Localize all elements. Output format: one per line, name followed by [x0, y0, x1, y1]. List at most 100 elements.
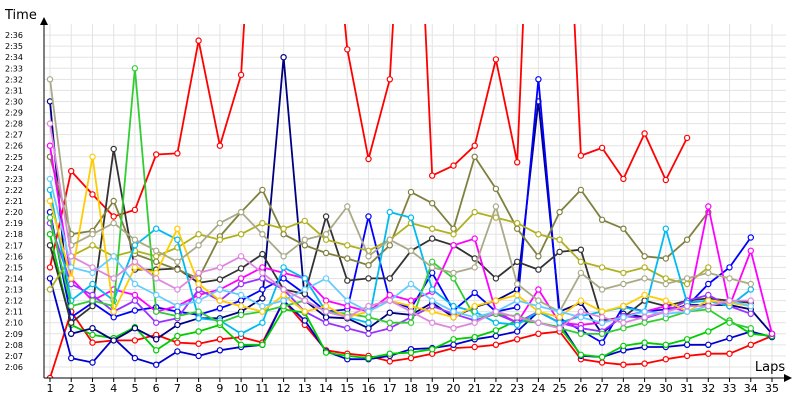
- data-point: [46, 197, 54, 205]
- x-tick-label: 13: [298, 382, 312, 395]
- x-tick-label: 19: [425, 382, 439, 395]
- data-point: [46, 175, 54, 183]
- series-15: [46, 76, 755, 315]
- data-point: [216, 336, 224, 343]
- data-point: [450, 325, 457, 332]
- data-point: [216, 276, 224, 283]
- data-point: [450, 314, 457, 321]
- data-point: [46, 76, 54, 83]
- data-point: [195, 315, 202, 322]
- y-tick-label: 2:34: [5, 53, 23, 62]
- data-point: [429, 172, 436, 179]
- data-point: [471, 333, 478, 341]
- data-point: [641, 314, 648, 321]
- data-point: [152, 258, 160, 265]
- y-tick-label: 2:28: [5, 120, 23, 129]
- data-point: [259, 269, 266, 277]
- data-point: [386, 291, 393, 299]
- data-point: [598, 264, 606, 271]
- data-point: [662, 280, 670, 288]
- axes: [40, 17, 792, 382]
- data-point: [514, 225, 521, 232]
- data-point: [216, 219, 224, 227]
- data-point: [131, 206, 139, 214]
- data-point: [386, 208, 393, 216]
- data-point: [492, 56, 500, 63]
- data-point: [174, 332, 181, 340]
- data-point: [407, 319, 415, 326]
- y-axis-arrow: [40, 17, 48, 25]
- data-point: [683, 236, 691, 243]
- data-point: [259, 275, 266, 282]
- data-point: [450, 341, 457, 348]
- y-tick-label: 2:17: [5, 241, 23, 250]
- data-point: [450, 308, 457, 315]
- data-point: [662, 225, 670, 232]
- data-point: [705, 203, 712, 210]
- data-point: [577, 330, 585, 337]
- data-point: [216, 319, 224, 326]
- data-point: [67, 275, 75, 282]
- data-point: [747, 325, 755, 332]
- data-point: [131, 280, 139, 288]
- data-point: [131, 307, 139, 314]
- data-point: [174, 348, 181, 355]
- data-point: [280, 230, 287, 238]
- data-point: [450, 269, 457, 277]
- data-point: [89, 297, 96, 304]
- data-point: [131, 354, 139, 362]
- data-point: [152, 308, 160, 315]
- x-tick-label: 22: [489, 382, 503, 395]
- data-point: [174, 225, 181, 232]
- data-point: [110, 337, 117, 344]
- data-point: [131, 325, 139, 332]
- data-point: [174, 258, 181, 265]
- data-point: [131, 337, 139, 344]
- data-point: [429, 297, 436, 304]
- data-point: [152, 291, 160, 299]
- data-point: [577, 314, 585, 321]
- data-point: [301, 242, 308, 249]
- data-point: [492, 341, 500, 348]
- data-point: [514, 297, 521, 304]
- data-point: [620, 319, 627, 326]
- data-point: [641, 319, 648, 326]
- x-tick-label: 30: [659, 382, 673, 395]
- x-tick-label: 16: [362, 382, 376, 395]
- series-1: [46, 24, 691, 271]
- data-point: [46, 142, 54, 149]
- data-point: [131, 236, 139, 243]
- data-point: [174, 339, 181, 346]
- data-point: [514, 304, 521, 311]
- data-point: [237, 280, 245, 288]
- data-point: [46, 120, 54, 127]
- data-point: [365, 155, 372, 163]
- data-point: [89, 291, 96, 299]
- data-point: [683, 302, 691, 310]
- data-point: [683, 134, 691, 142]
- data-point: [429, 258, 436, 265]
- data-point: [174, 302, 181, 310]
- data-point: [705, 264, 712, 271]
- data-point: [89, 153, 96, 160]
- data-point: [662, 302, 670, 310]
- data-point: [577, 269, 585, 277]
- data-point: [662, 255, 670, 262]
- y-tick-label: 2:31: [5, 86, 23, 95]
- data-point: [46, 230, 54, 238]
- data-point: [386, 350, 393, 357]
- data-point: [259, 186, 266, 194]
- data-point: [89, 191, 96, 198]
- data-point: [152, 319, 160, 326]
- data-point: [471, 142, 478, 149]
- data-point: [280, 264, 287, 271]
- x-tick-label: 10: [234, 382, 248, 395]
- data-point: [407, 214, 415, 221]
- data-point: [259, 219, 266, 227]
- data-point: [259, 341, 266, 348]
- data-point: [365, 319, 372, 326]
- data-point: [492, 203, 500, 210]
- data-point: [216, 347, 224, 354]
- x-tick-label: 7: [174, 382, 181, 395]
- data-point: [471, 319, 478, 326]
